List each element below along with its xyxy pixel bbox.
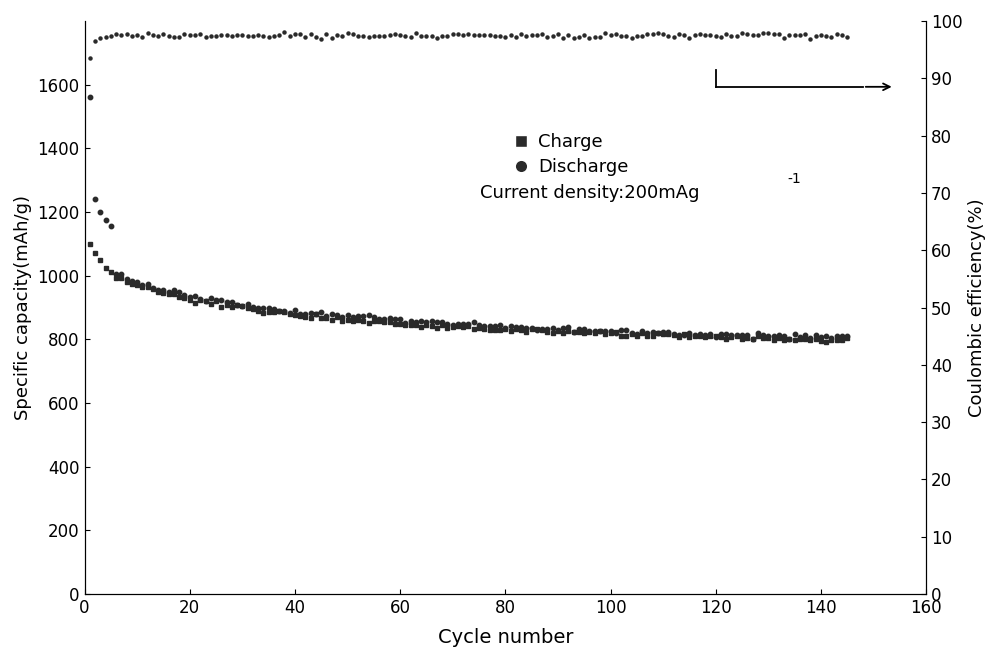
- Charge: [121, 278, 133, 286]
- Text: Current density:200mAg: Current density:200mAg: [480, 184, 700, 202]
- Text: -1: -1: [787, 172, 801, 186]
- Discharge: [747, 334, 759, 342]
- Charge: [84, 240, 96, 248]
- Discharge: [121, 275, 133, 283]
- Legend: Charge, Discharge: Charge, Discharge: [514, 133, 628, 176]
- Charge: [789, 336, 801, 344]
- Charge: [657, 330, 669, 338]
- X-axis label: Cycle number: Cycle number: [438, 628, 573, 647]
- Discharge: [657, 328, 669, 336]
- Line: Charge: Charge: [88, 242, 849, 344]
- Charge: [820, 338, 832, 346]
- Discharge: [89, 195, 101, 203]
- Charge: [89, 249, 101, 257]
- Discharge: [841, 332, 853, 340]
- Discharge: [678, 331, 690, 339]
- Charge: [520, 329, 532, 336]
- Discharge: [84, 93, 96, 101]
- Discharge: [794, 332, 806, 340]
- Line: Discharge: Discharge: [88, 95, 849, 341]
- Charge: [678, 330, 690, 338]
- Charge: [841, 334, 853, 342]
- Discharge: [520, 324, 532, 332]
- Y-axis label: Coulombic efficiency(%): Coulombic efficiency(%): [968, 198, 986, 417]
- Y-axis label: Specific capacity(mAh/g): Specific capacity(mAh/g): [14, 195, 32, 420]
